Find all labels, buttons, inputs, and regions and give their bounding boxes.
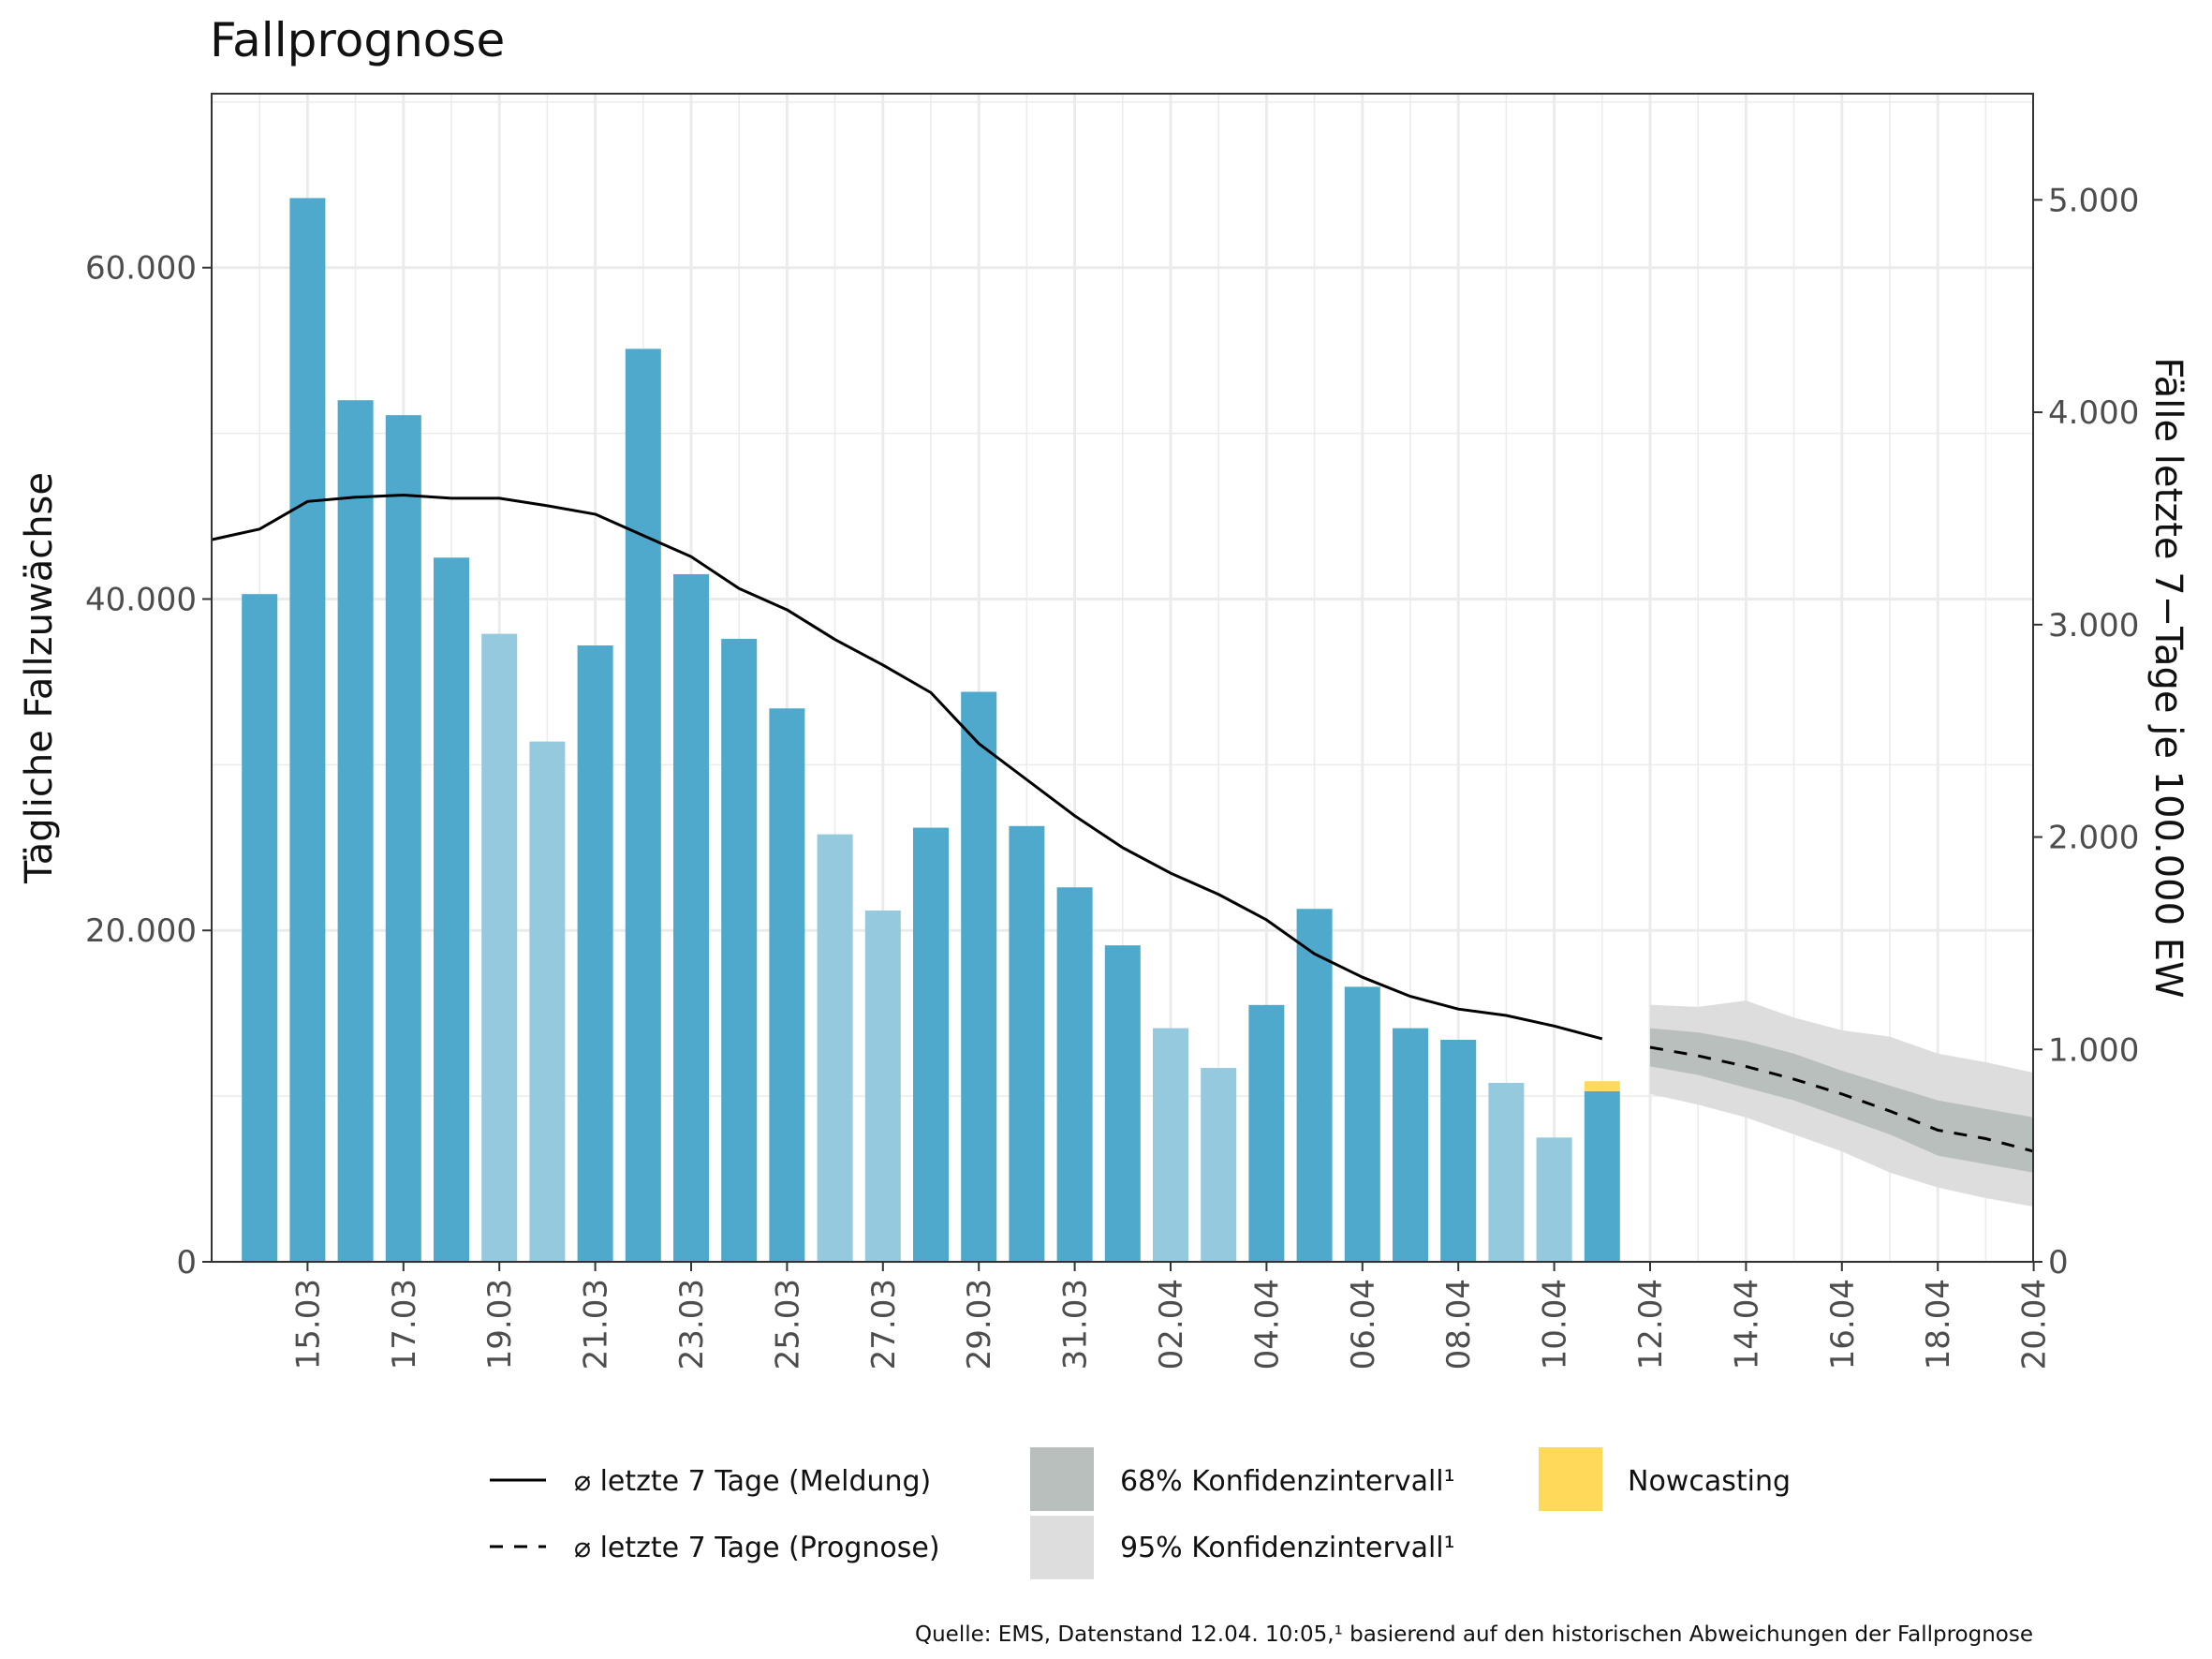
series-line-forecast — [1649, 1045, 2034, 1153]
y-axis-right: 0 1.000 2.000 3.000 4.000 5.000 — [2033, 182, 2139, 1281]
bar — [769, 708, 805, 1262]
legend-ci68-swatch — [1030, 1447, 1094, 1511]
bar — [1056, 887, 1093, 1262]
bar — [289, 198, 326, 1262]
bars — [242, 198, 1620, 1263]
plot-border — [211, 93, 2034, 1263]
y2-tick-label: 0 — [2048, 1244, 2069, 1281]
bar — [1584, 1090, 1620, 1262]
legend-ci95-swatch — [1030, 1516, 1094, 1579]
x-tick-label: 12.04 — [1632, 1279, 1670, 1370]
legend-line-actual-label: ⌀ letzte 7 Tage (Meldung) — [574, 1465, 931, 1498]
x-tick-label: 04.04 — [1248, 1279, 1286, 1370]
bar — [242, 594, 278, 1262]
y-tick-label: 0 — [176, 1244, 197, 1281]
y2-tick-label: 1.000 — [2048, 1031, 2139, 1069]
x-tick-label: 31.03 — [1057, 1279, 1095, 1370]
x-tick-label: 02.04 — [1153, 1279, 1190, 1370]
ci68-band — [1650, 1028, 2034, 1173]
bar — [1296, 909, 1333, 1262]
legend-nowcasting-label: Nowcasting — [1628, 1465, 1791, 1498]
bar — [673, 573, 709, 1262]
bar — [864, 911, 901, 1262]
source-note: Quelle: EMS, Datenstand 12.04. 10:05,¹ b… — [915, 1622, 2033, 1647]
bar — [1536, 1137, 1572, 1262]
x-tick-label: 19.03 — [481, 1279, 519, 1370]
y-tick-label: 60.000 — [85, 250, 197, 288]
legend: ⌀ letzte 7 Tage (Meldung) ⌀ letzte 7 Tag… — [490, 1447, 1791, 1579]
x-axis: 15.03 17.03 19.03 21.03 23.03 25.03 27.03 29.03… — [289, 1262, 2054, 1370]
nowcasting-bar — [1584, 1081, 1620, 1091]
bar — [481, 633, 518, 1262]
bar — [1393, 1028, 1428, 1262]
bar — [337, 400, 374, 1263]
bar — [1009, 825, 1045, 1262]
bar — [1440, 1039, 1477, 1262]
legend-ci68-label: 68% Konfidenzintervall¹ — [1120, 1465, 1455, 1498]
y-axis-title: Tägliche Fallzuwächse — [18, 472, 61, 884]
y2-axis-title: Fälle letzte 7−Tage je 100.000 EW — [2146, 357, 2190, 998]
x-tick-label: 27.03 — [865, 1279, 903, 1370]
lines — [211, 494, 2034, 1153]
bar — [913, 827, 949, 1262]
x-tick-label: 18.04 — [1920, 1279, 1957, 1370]
x-tick-label: 15.03 — [289, 1279, 327, 1370]
bar — [1104, 945, 1141, 1262]
bar — [529, 741, 566, 1262]
bar — [385, 415, 421, 1262]
bar — [577, 645, 613, 1262]
x-tick-label: 17.03 — [386, 1279, 423, 1370]
y2-tick-label: 5.000 — [2048, 182, 2139, 219]
series-line-actual — [211, 494, 1603, 1041]
x-tick-label: 29.03 — [961, 1279, 998, 1370]
y-tick-label: 40.000 — [85, 581, 197, 618]
y-tick-label: 20.000 — [85, 912, 197, 950]
x-tick-label: 08.04 — [1440, 1279, 1478, 1370]
bar — [1488, 1082, 1525, 1262]
bar — [1344, 986, 1380, 1262]
x-tick-label: 25.03 — [769, 1279, 806, 1370]
y2-tick-label: 3.000 — [2048, 607, 2139, 644]
ci68-band-layer — [1650, 1028, 2034, 1173]
legend-ci95-label: 95% Konfidenzintervall¹ — [1120, 1532, 1455, 1564]
x-tick-label: 10.04 — [1537, 1279, 1574, 1370]
bar — [817, 834, 853, 1262]
legend-line-forecast-label: ⌀ letzte 7 Tage (Prognose) — [574, 1532, 940, 1564]
bar — [961, 691, 997, 1262]
y-axis-left: 0 20.000 40.000 60.000 — [85, 250, 212, 1281]
x-tick-label: 21.03 — [578, 1279, 615, 1370]
bar — [625, 348, 661, 1263]
x-tick-label: 06.04 — [1345, 1279, 1382, 1370]
legend-nowcasting-swatch — [1539, 1447, 1602, 1511]
bar — [1248, 1004, 1285, 1262]
x-tick-label: 23.03 — [673, 1279, 711, 1370]
y2-tick-label: 2.000 — [2048, 820, 2139, 857]
y2-tick-label: 4.000 — [2048, 394, 2139, 432]
x-tick-label: 14.04 — [1728, 1279, 1765, 1370]
bar — [1201, 1068, 1237, 1262]
x-tick-label: 16.04 — [1824, 1279, 1862, 1370]
bar — [434, 557, 469, 1262]
x-tick-label: 20.04 — [2016, 1279, 2054, 1370]
bar — [1153, 1028, 1188, 1262]
bar — [721, 638, 758, 1262]
chart-title: Fallprognose — [210, 13, 505, 67]
